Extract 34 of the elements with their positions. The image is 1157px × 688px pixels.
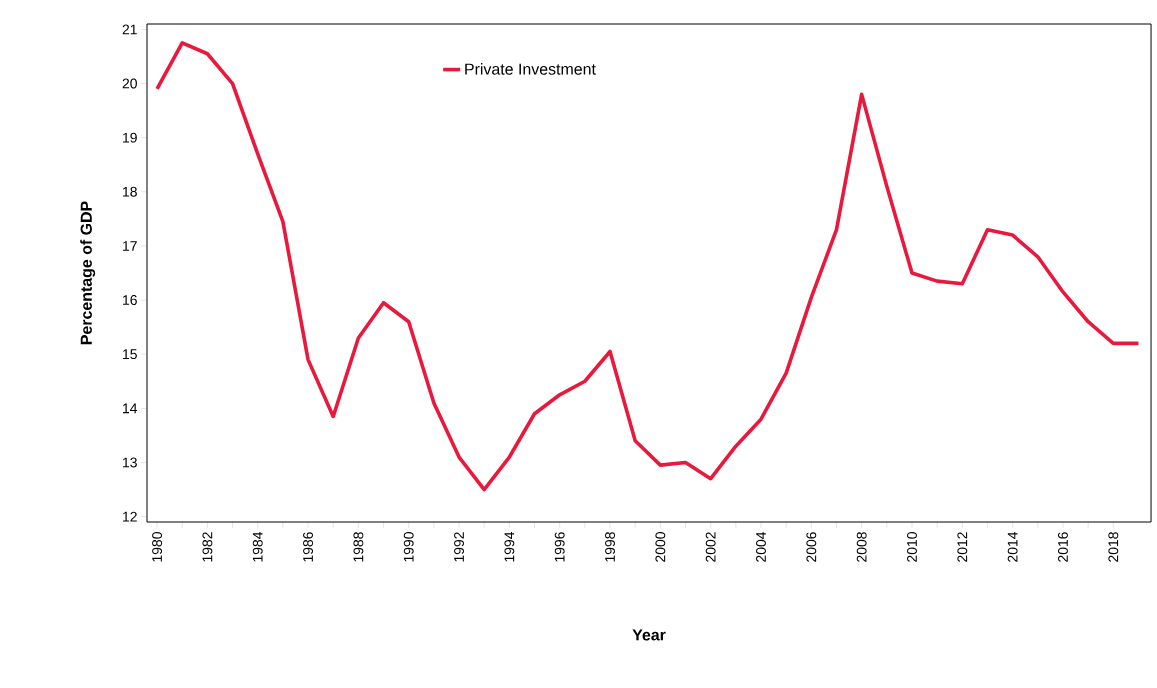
x-tick-label: 1996	[554, 532, 565, 562]
y-tick-label: 15	[123, 349, 137, 360]
y-axis-title: Percentage of GDP	[80, 201, 96, 345]
x-tick-label: 2004	[756, 531, 766, 562]
y-tick-label: 18	[123, 186, 137, 197]
x-tick-label: 2018	[1108, 532, 1119, 562]
y-tick-label: 12	[123, 511, 137, 522]
y-tick-label: 16	[123, 295, 137, 306]
x-tick-label: 1988	[353, 532, 364, 562]
x-tick-label: 2008	[856, 532, 867, 562]
x-tick-label: 1986	[303, 532, 313, 562]
x-tick-label: 2016	[1058, 532, 1068, 562]
x-tick-label: 1994	[504, 531, 515, 562]
x-tick-label: 1992	[454, 532, 464, 562]
x-tick-label: 1998	[605, 532, 615, 562]
x-tick-label: 2000	[655, 532, 666, 562]
y-tick-label: 13	[123, 457, 137, 468]
x-tick-label: 1990	[403, 532, 414, 562]
line-series	[155, 41, 1141, 492]
x-tick-label: 1980	[152, 532, 163, 562]
y-tick-label: 19	[123, 132, 137, 143]
y-tick-label: 20	[122, 78, 137, 89]
x-tick-label: 1984	[252, 531, 263, 562]
x-tick-label: 2012	[957, 532, 968, 562]
legend-label: Private Investment	[465, 63, 596, 75]
x-axis-title: Year	[632, 629, 666, 641]
y-tick-label: 14	[123, 403, 138, 414]
x-tick-label: 2010	[907, 532, 917, 562]
x-tick-label: 1982	[202, 532, 213, 562]
x-tick-label: 2002	[705, 532, 716, 562]
y-tick-label: 17	[123, 241, 137, 251]
x-tick-label: 2014	[1007, 531, 1018, 562]
y-tick-label: 21	[122, 24, 137, 35]
x-tick-label: 2006	[806, 532, 817, 562]
